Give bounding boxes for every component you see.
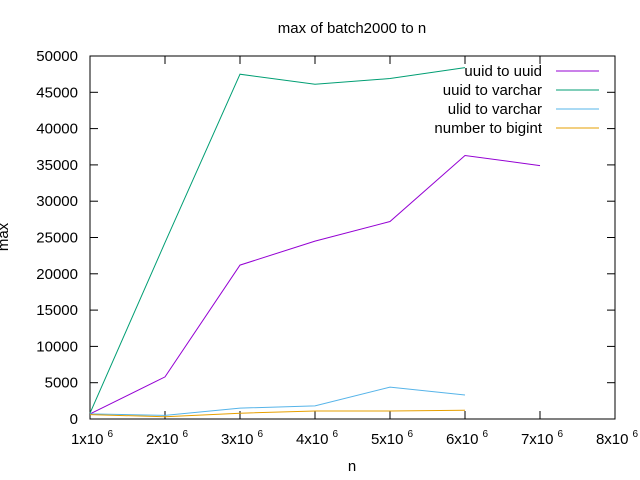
y-tick-label: 15000 [36, 302, 78, 319]
x-tick-label: 7x10 6 [521, 429, 564, 448]
series-line-4 [89, 409, 466, 418]
chart-title: max of batch2000 to n [278, 20, 426, 37]
x-tick-exponent: 6 [407, 429, 413, 440]
x-tick-mantissa: 3x10 [221, 431, 254, 448]
y-axis: 0 5000 10000 15000 20000 25000 30000 35000 40000… [36, 48, 615, 428]
x-tick-exponent: 6 [482, 429, 488, 440]
x-axis-label: n [348, 458, 356, 475]
legend-label: uuid to varchar [443, 82, 542, 99]
x-axis: 1x10 6 2x10 6 3x10 6 4x10 6 5x10 6 6x10 6 7x10 6 8x10 6 [71, 56, 639, 448]
x-tick-exponent: 6 [557, 429, 563, 440]
x-tick-mantissa: 1x10 [71, 431, 104, 448]
y-tick-label: 40000 [36, 121, 78, 138]
y-axis-label: max [0, 222, 12, 251]
legend: uuid to uuid uuid to varchar ulid to varch… [434, 63, 599, 137]
series-line-2 [89, 67, 466, 414]
x-tick-mantissa: 6x10 [446, 431, 479, 448]
y-tick-label: 25000 [36, 230, 78, 247]
x-tick-mantissa: 5x10 [371, 431, 404, 448]
legend-label: number to bigint [434, 120, 542, 137]
x-tick-exponent: 6 [257, 429, 263, 440]
series-lines [89, 67, 541, 418]
x-tick-mantissa: 2x10 [146, 431, 179, 448]
x-tick-label: 4x10 6 [296, 429, 339, 448]
series-line-1 [89, 154, 541, 415]
x-tick-mantissa: 4x10 [296, 431, 329, 448]
x-tick-exponent: 6 [332, 429, 338, 440]
x-tick-exponent: 6 [632, 429, 638, 440]
y-tick-label: 5000 [45, 375, 78, 392]
y-tick-label: 45000 [36, 84, 78, 101]
x-tick-exponent: 6 [107, 429, 113, 440]
y-tick-label: 30000 [36, 193, 78, 210]
x-tick-label: 2x10 6 [146, 429, 189, 448]
x-tick-exponent: 6 [182, 429, 188, 440]
y-tick-label: 0 [70, 411, 78, 428]
legend-label: ulid to varchar [448, 101, 542, 118]
x-tick-mantissa: 7x10 [521, 431, 554, 448]
x-tick-label: 8x10 6 [596, 429, 639, 448]
series-line-3 [89, 386, 466, 416]
y-tick-label: 50000 [36, 48, 78, 65]
x-tick-label: 5x10 6 [371, 429, 414, 448]
legend-label: uuid to uuid [464, 63, 542, 80]
y-tick-label: 20000 [36, 266, 78, 283]
x-tick-label: 1x10 6 [71, 429, 114, 448]
x-tick-label: 3x10 6 [221, 429, 264, 448]
y-tick-label: 35000 [36, 157, 78, 174]
x-tick-mantissa: 8x10 [596, 431, 629, 448]
x-tick-label: 6x10 6 [446, 429, 489, 448]
y-tick-label: 10000 [36, 338, 78, 355]
